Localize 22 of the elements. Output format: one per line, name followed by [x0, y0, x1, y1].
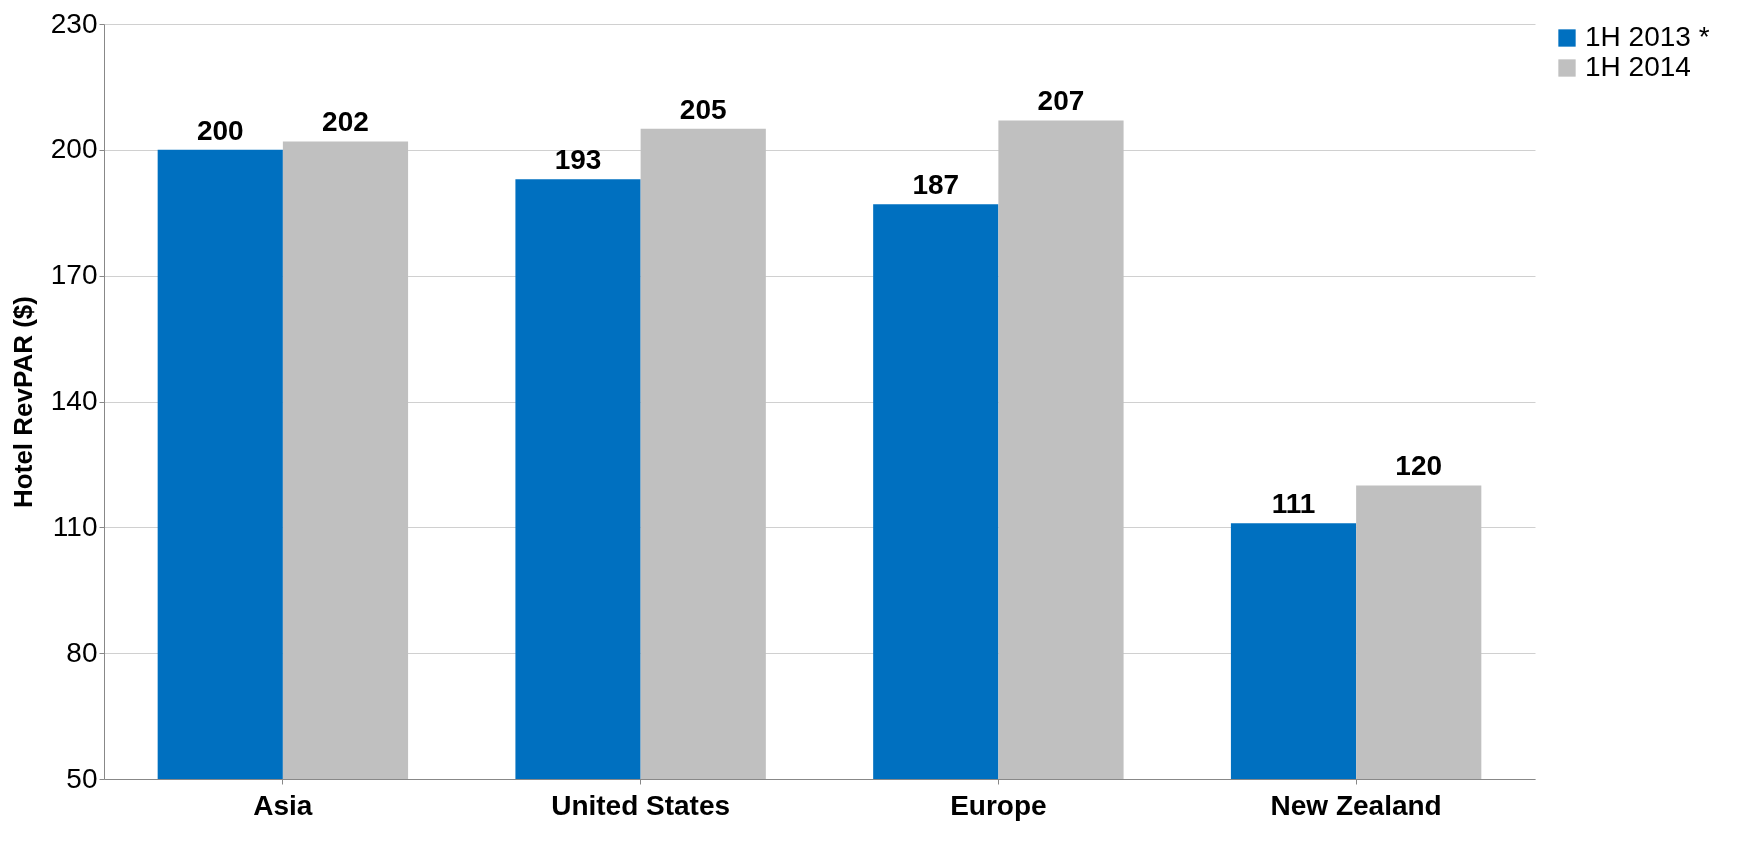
x-tick-label: United States [551, 789, 731, 821]
x-tick-label: Asia [253, 789, 313, 821]
y-tick-label: 50 [66, 762, 98, 794]
y-tick-label: 80 [66, 636, 98, 668]
legend-label: 1H 2014 [1585, 51, 1691, 82]
y-tick-label: 110 [52, 510, 98, 542]
data-label: 111 [1271, 488, 1316, 520]
data-label: 120 [1395, 450, 1443, 482]
legend-label: 1H 2013 * [1585, 21, 1710, 52]
x-tick-label: New Zealand [1270, 789, 1442, 821]
data-label: 187 [912, 169, 960, 201]
data-label: 202 [322, 106, 369, 138]
y-tick-label: 230 [50, 7, 98, 39]
y-axis-title: Hotel RevPAR ($) [7, 296, 38, 508]
data-label: 205 [679, 93, 727, 125]
y-tick-label: 170 [50, 259, 98, 291]
data-label: 193 [554, 144, 602, 176]
data-label: 207 [1037, 85, 1085, 117]
x-tick-label: Europe [950, 789, 1047, 821]
y-tick-label: 200 [50, 133, 98, 165]
data-label: 200 [196, 114, 244, 146]
y-tick-label: 140 [50, 385, 98, 416]
